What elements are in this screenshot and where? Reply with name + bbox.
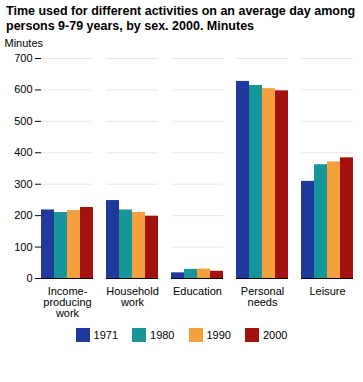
html-text:1990: 1990: [206, 329, 231, 341]
svg-text:0: 0: [26, 272, 32, 284]
html-text:Time used for different activi: Time used for different activities on an…: [6, 4, 356, 33]
svg-text:Leisure: Leisure: [309, 285, 345, 297]
svg-text:700: 700: [14, 52, 32, 64]
svg-text:600: 600: [14, 83, 32, 95]
html-text:1980: 1980: [150, 329, 175, 341]
svg-text:200: 200: [14, 209, 32, 221]
svg-text:Personalneeds: Personalneeds: [241, 285, 284, 308]
svg-text:400: 400: [14, 146, 32, 158]
svg-text:100: 100: [14, 241, 32, 253]
svg-text:300: 300: [14, 178, 32, 190]
svg-text:Householdwork: Householdwork: [106, 285, 159, 308]
html-text:1971: 1971: [93, 329, 118, 341]
svg-text:Income-producingwork: Income-producingwork: [43, 285, 91, 319]
html-text:2000: 2000: [263, 329, 288, 341]
svg-text:Minutes: Minutes: [5, 37, 44, 49]
svg-text:Education: Education: [173, 285, 222, 297]
svg-text:500: 500: [14, 115, 32, 127]
